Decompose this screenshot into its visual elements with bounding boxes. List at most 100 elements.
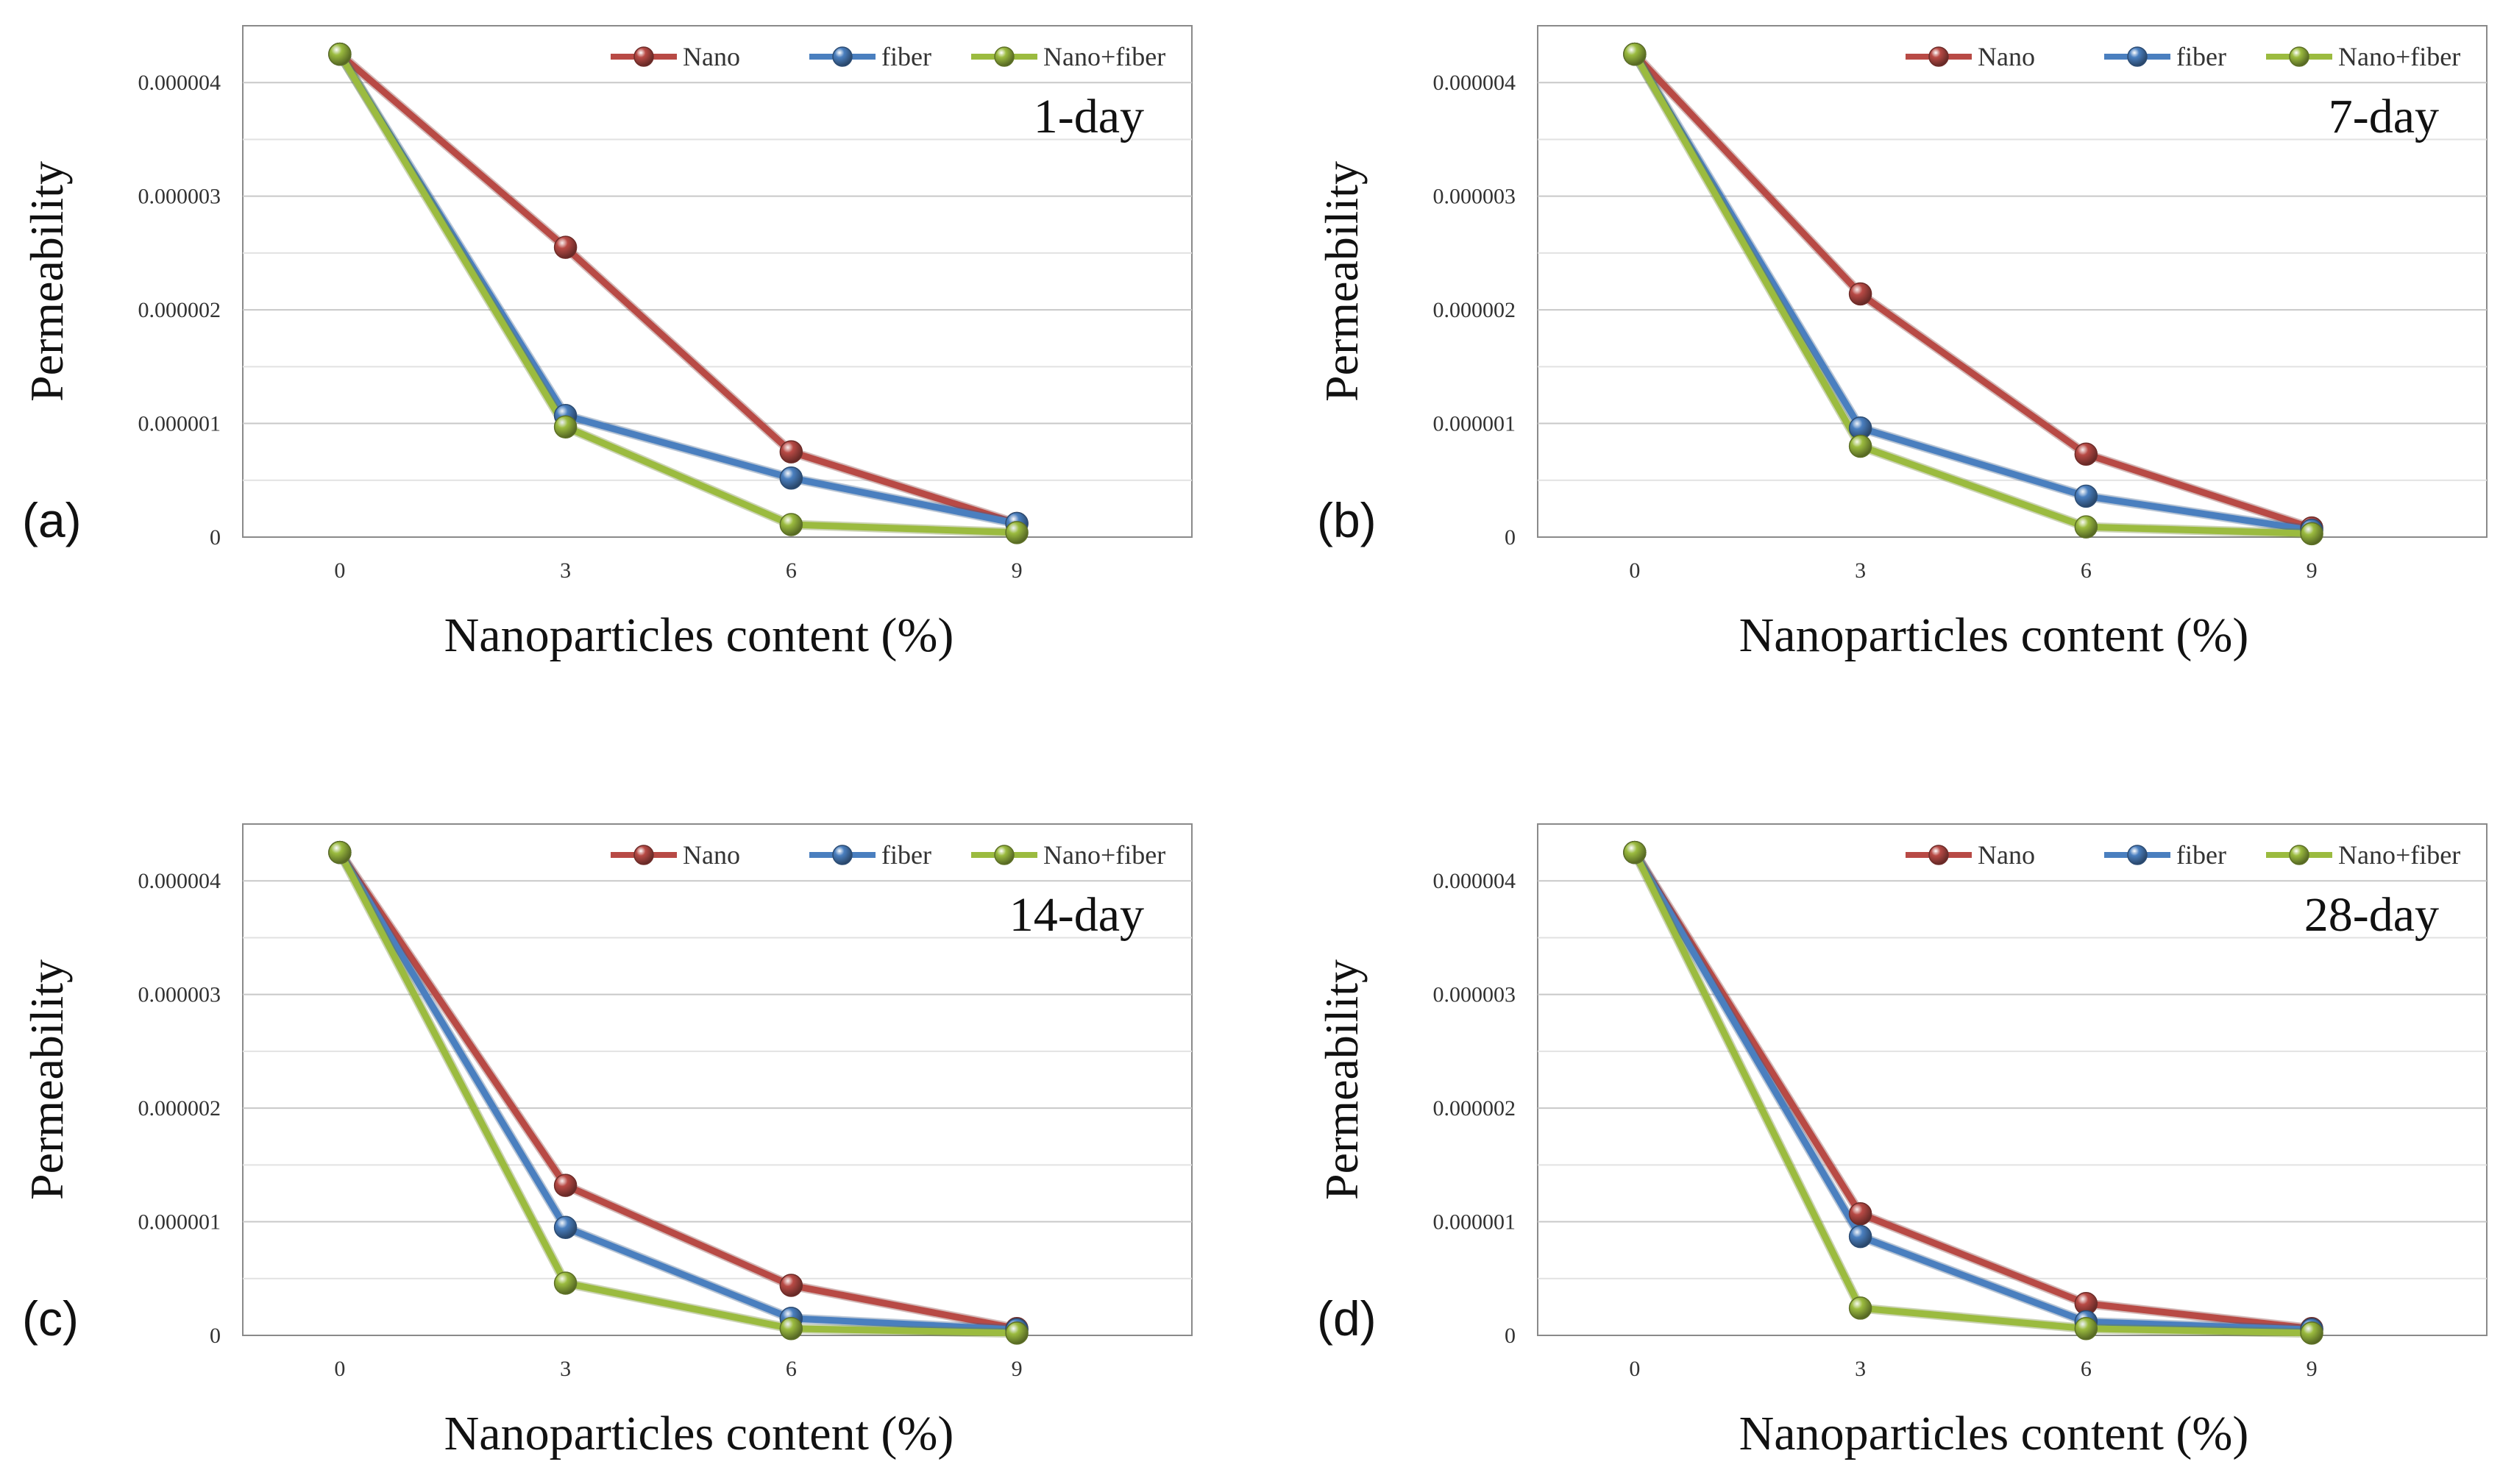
- series-line-fiber: [1631, 851, 2312, 1333]
- y-axis-title: Permeability: [21, 959, 73, 1200]
- data-point-nano-fiber: [779, 513, 803, 536]
- legend-swatch-marker: [633, 46, 654, 67]
- data-point-nano-fiber: [1623, 840, 1647, 865]
- data-point-nano: [2074, 442, 2098, 466]
- panel-letter: (c): [22, 1291, 79, 1346]
- legend-label: fiber: [881, 840, 931, 870]
- y-tick-label: 0.000001: [1433, 412, 1516, 436]
- y-tick-label: 0.000002: [138, 1096, 221, 1121]
- data-point-fiber: [553, 1215, 578, 1240]
- data-point-nano-fiber: [1005, 521, 1029, 544]
- y-tick-label: 0.000001: [1433, 1210, 1516, 1235]
- x-tick-label: 9: [1012, 558, 1023, 583]
- y-tick-label: 0: [210, 525, 221, 550]
- data-point-nano: [1848, 1201, 1872, 1226]
- legend-swatch-marker: [2289, 46, 2309, 67]
- legend-label: Nano+fiber: [1043, 840, 1165, 870]
- chart-svg: 0 0.000001 0.000002 0.000003 0.000004 0 3 6 9 Per…: [21, 25, 1193, 662]
- legend-label: Nano: [683, 42, 740, 71]
- data-point-nano: [779, 1274, 803, 1297]
- y-tick-label: 0.000001: [138, 412, 221, 436]
- x-tick-label: 6: [2081, 558, 2092, 583]
- data-point-nano-fiber: [328, 42, 352, 66]
- legend-label: Nano: [1978, 840, 2035, 870]
- y-axis-title: Permeability: [1315, 161, 1368, 402]
- series-line-nano-fiber: [337, 52, 1018, 536]
- y-tick-label: 0.000002: [1433, 1096, 1516, 1121]
- y-tick-label: 0.000004: [138, 869, 221, 893]
- x-tick-label: 0: [1629, 1357, 1640, 1381]
- legend-label: fiber: [2176, 42, 2226, 71]
- y-tick-label: 0.000004: [1433, 71, 1516, 95]
- data-point-nano: [1848, 282, 1872, 306]
- data-point-nano-fiber: [2074, 515, 2098, 539]
- x-axis-title: Nanoparticles content (%): [1739, 1407, 2249, 1460]
- data-point-fiber: [2074, 484, 2098, 508]
- panel-letter: (a): [22, 493, 82, 547]
- series-line-nano: [337, 851, 1018, 1332]
- legend-label: Nano+fiber: [1043, 42, 1165, 71]
- legend-label: fiber: [881, 42, 931, 71]
- x-tick-label: 9: [2307, 558, 2318, 583]
- x-tick-label: 3: [1855, 558, 1866, 583]
- x-axis-title: Nanoparticles content (%): [444, 1407, 954, 1460]
- legend-swatch-marker: [2127, 845, 2148, 865]
- data-point-nano: [553, 235, 578, 259]
- legend-label: fiber: [2176, 840, 2226, 870]
- data-point-nano-fiber: [1623, 42, 1647, 66]
- legend-swatch-marker: [832, 46, 853, 67]
- data-point-nano-fiber: [2300, 1321, 2323, 1345]
- data-point-nano-fiber: [328, 840, 352, 865]
- data-point-nano: [553, 1174, 578, 1197]
- plot-area: [242, 25, 1193, 538]
- data-point-nano-fiber: [553, 415, 578, 439]
- legend-swatch-marker: [633, 845, 654, 865]
- panel-letter: (b): [1317, 493, 1377, 547]
- y-tick-label: 0.000002: [1433, 298, 1516, 322]
- legend-swatch-marker: [994, 46, 1015, 67]
- y-tick-label: 0.000003: [1433, 185, 1516, 209]
- chart-svg: 0 0.000001 0.000002 0.000003 0.000004 0 3 6 9 Per…: [1315, 823, 2488, 1460]
- x-tick-label: 9: [2307, 1357, 2318, 1381]
- x-tick-label: 9: [1012, 1357, 1023, 1381]
- y-tick-label: 0: [1505, 525, 1516, 550]
- legend-label: Nano+fiber: [2338, 840, 2460, 870]
- data-point-fiber: [1848, 1224, 1872, 1249]
- legend-swatch-marker: [2127, 46, 2148, 67]
- y-tick-label: 0.000002: [138, 298, 221, 322]
- chart-svg: 0 0.000001 0.000002 0.000003 0.000004 0 3 6 9 Per…: [21, 823, 1193, 1460]
- legend-label: Nano: [1978, 42, 2035, 71]
- data-point-nano-fiber: [2300, 522, 2323, 546]
- series-line-nano-fiber: [336, 851, 1018, 1337]
- x-tick-label: 6: [2081, 1357, 2092, 1381]
- data-point-nano-fiber: [553, 1271, 578, 1295]
- legend-swatch-marker: [1928, 46, 1949, 67]
- legend-swatch-marker: [832, 845, 853, 865]
- x-tick-label: 0: [334, 558, 345, 583]
- x-axis-title: Nanoparticles content (%): [1739, 608, 2249, 662]
- series-line-nano: [1632, 851, 2312, 1332]
- x-tick-label: 0: [334, 1357, 345, 1381]
- chart-panel-4: 0 0.000001 0.000002 0.000003 0.000004 0 3 6 9 Per…: [1295, 798, 2514, 1484]
- data-point-nano-fiber: [1005, 1321, 1029, 1345]
- data-point-nano: [779, 440, 803, 464]
- day-label: 14-day: [1009, 888, 1144, 942]
- data-point-nano-fiber: [779, 1316, 803, 1341]
- y-tick-label: 0: [210, 1324, 221, 1348]
- y-tick-label: 0.000004: [138, 71, 221, 95]
- series-line-nano: [337, 52, 1018, 527]
- chart-svg: 0 0.000001 0.000002 0.000003 0.000004 0 3 6 9 Per…: [1315, 25, 2488, 662]
- legend-label: Nano: [683, 840, 740, 870]
- y-tick-label: 0.000003: [138, 983, 221, 1007]
- series-line-fiber: [1632, 52, 2312, 534]
- series-line-nano: [1632, 52, 2313, 531]
- series-line-fiber: [337, 851, 1018, 1333]
- x-tick-label: 0: [1629, 558, 1640, 583]
- x-tick-label: 3: [1855, 1357, 1866, 1381]
- day-label: 1-day: [1034, 90, 1144, 143]
- series-line-nano-fiber: [1631, 52, 2312, 537]
- data-point-fiber: [779, 466, 803, 490]
- plot-area: [1537, 823, 2488, 1336]
- x-axis-title: Nanoparticles content (%): [444, 608, 954, 662]
